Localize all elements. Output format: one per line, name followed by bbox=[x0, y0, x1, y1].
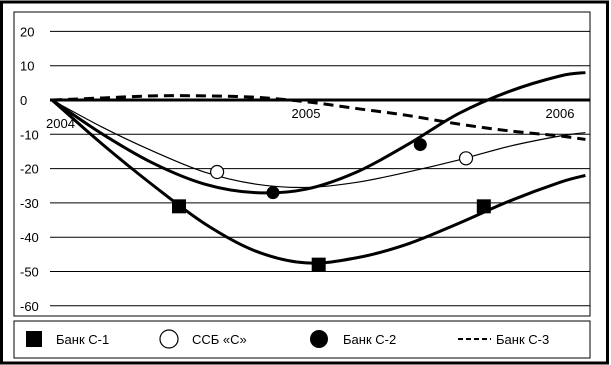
y-tick-label: -20 bbox=[20, 162, 39, 177]
marker-bank-c2 bbox=[266, 186, 280, 200]
series-line-ssb-c bbox=[51, 99, 586, 189]
legend-label: Банк С-1 bbox=[56, 332, 109, 347]
marker-ssb-c bbox=[458, 151, 474, 166]
y-tick-label: -10 bbox=[20, 127, 39, 142]
series-line-bank-c2 bbox=[51, 71, 586, 195]
x-tick-label: 2004 bbox=[46, 116, 75, 131]
y-tick-label: 0 bbox=[20, 93, 27, 108]
marker-bank-c1 bbox=[476, 199, 491, 214]
y-tick-label: 20 bbox=[20, 24, 34, 39]
legend-label: Банк С-3 bbox=[496, 332, 549, 347]
x-axis: 2004 2005 2006 bbox=[46, 98, 590, 131]
legend-label: Банк С-2 bbox=[343, 332, 396, 347]
legend-hollow-circle-icon bbox=[159, 329, 179, 349]
plot-area bbox=[51, 71, 586, 272]
legend: Банк С-1 ССБ «С» Банк С-2 Банк С-3 bbox=[26, 329, 549, 349]
y-axis: 20 10 0 -10 -20 -30 -40 -50 -60 bbox=[20, 24, 39, 313]
marker-bank-c2 bbox=[413, 138, 427, 152]
y-tick-label: -60 bbox=[20, 299, 39, 314]
legend-label: ССБ «С» bbox=[192, 332, 247, 347]
x-tick-label: 2005 bbox=[292, 106, 321, 121]
legend-filled-circle-icon bbox=[310, 330, 328, 348]
gridlines bbox=[50, 30, 590, 307]
marker-bank-c1 bbox=[311, 257, 326, 272]
marker-ssb-c bbox=[210, 164, 225, 180]
y-tick-label: -40 bbox=[20, 230, 39, 245]
y-tick-label: -50 bbox=[20, 265, 39, 280]
y-tick-label: -30 bbox=[20, 196, 39, 211]
x-tick-label: 2006 bbox=[546, 106, 575, 121]
series-line-bank-c3 bbox=[51, 94, 586, 141]
marker-bank-c1 bbox=[172, 199, 186, 214]
y-tick-label: 10 bbox=[20, 59, 34, 74]
legend-square-icon bbox=[26, 331, 42, 347]
